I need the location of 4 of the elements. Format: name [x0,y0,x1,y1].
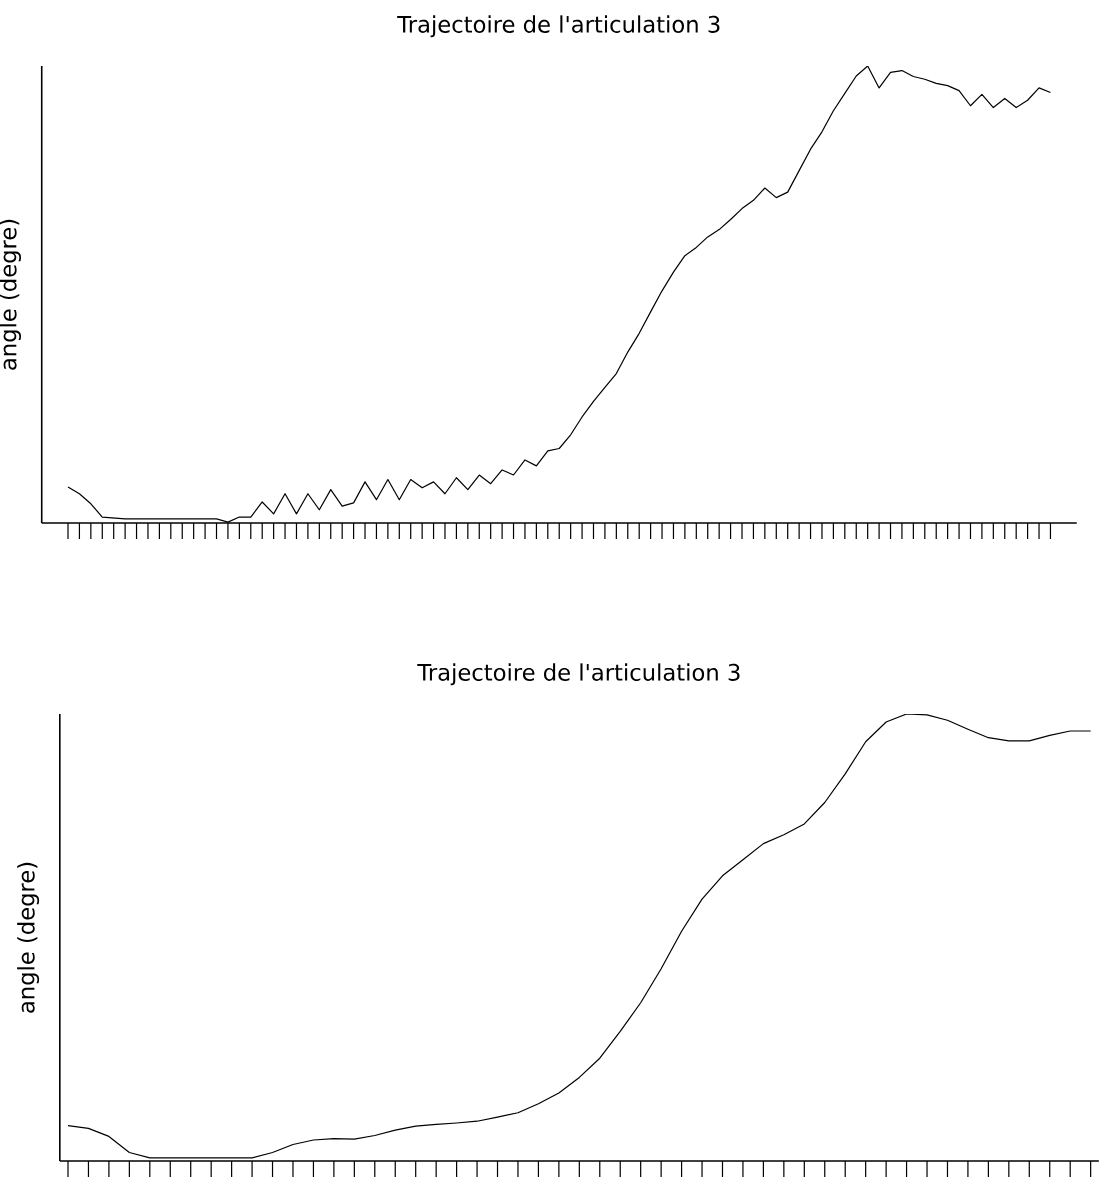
chart-title: Trajectoire de l'articulation 3 [397,15,720,38]
y-axis-title: angle (degre) [0,219,21,370]
chart-title: Trajectoire de l'articulation 3 [417,663,740,686]
y-axis-title: angle (degre) [17,862,40,1013]
